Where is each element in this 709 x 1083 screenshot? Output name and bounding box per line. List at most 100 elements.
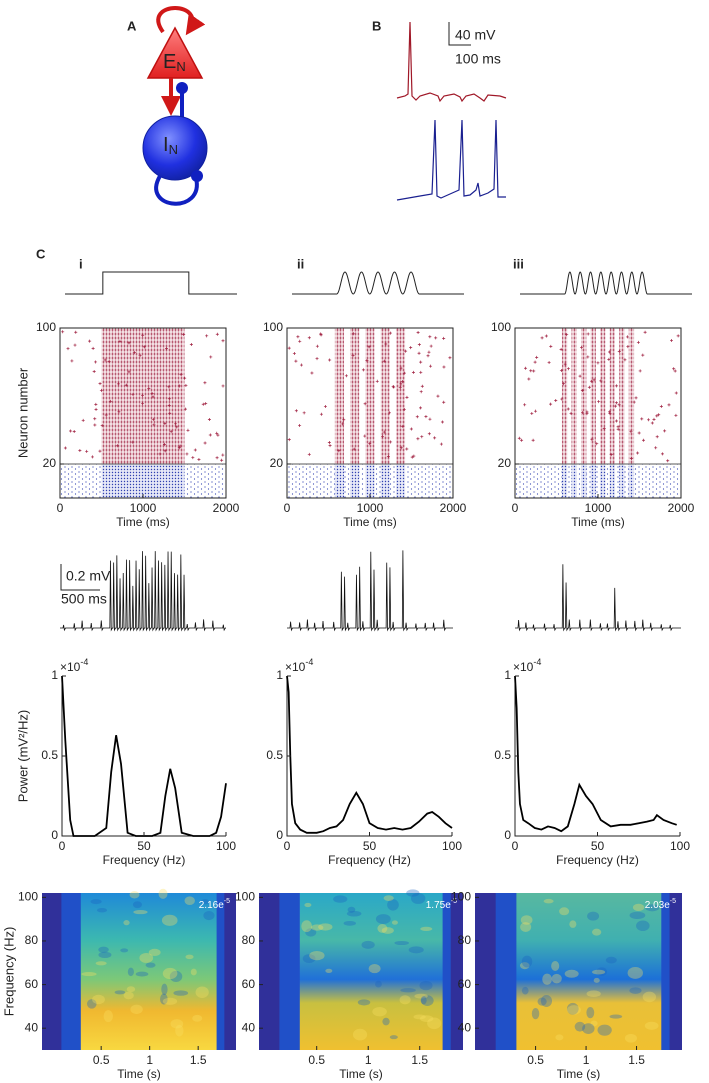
spectrogram-texture [574,1021,586,1032]
x-axis-label: Frequency (Hz) [328,853,411,867]
spectrogram-texture [375,914,391,924]
spectrogram-texture [564,969,579,978]
excitatory-spike [636,340,640,344]
max-power-mantissa: 2.03e [645,900,670,911]
excitatory-spike [647,418,651,422]
excitatory-spike [131,392,135,396]
excitatory-spike [419,390,423,394]
excitatory-spike [676,334,680,338]
excitatory-spike [623,358,627,362]
multiplier-base: ×10 [285,660,306,674]
y-tick-label: 0.5 [41,748,58,762]
x-tick-label: 0 [512,839,519,853]
excitatory-spike [581,411,585,415]
x-axis-label: Frequency (Hz) [103,853,186,867]
excitatory-spike [586,332,590,336]
excitatory-spike [608,410,611,414]
excitatory-spike [98,449,102,453]
excitatory-spike [549,344,553,348]
excitatory-spike [641,438,645,442]
excitatory-spike [613,404,617,408]
excitatory-spike [93,417,97,421]
excitatory-spike [216,433,220,437]
excitatory-spikes [619,328,625,464]
scale-label: 100 ms [455,51,501,67]
excitatory-spike [400,379,404,383]
lfp-trace [287,550,453,632]
excitatory-spike [402,371,406,375]
excitatory-spike [554,398,558,402]
spectrogram-texture [642,991,657,1003]
spectrogram-texture [645,904,660,912]
excitatory-spike [100,424,104,428]
excitatory-spike [420,384,424,388]
excitatory-spike [387,411,391,415]
excitatory-spike [657,413,661,417]
spectrogram-texture [133,910,148,915]
excitatory-spike [614,419,618,423]
excitatory-spike [70,359,74,363]
spectrogram-texture [203,911,215,921]
stimulus-waveform [292,271,464,295]
excitatory-spikes [334,328,345,464]
excitatory-spike [363,434,367,438]
spectrogram-texture [427,1017,442,1030]
excitatory-spike [384,342,388,346]
excitatory-spike [127,341,131,345]
excitatory-spike [534,409,538,413]
spectrogram-texture [629,911,646,920]
excitatory-spike [375,379,379,383]
spectrogram-texture [592,969,606,975]
excitatory-spike [415,415,419,419]
x-tick-label: 0 [284,501,291,515]
node-label: IN [163,134,178,157]
excitatory-spike [625,335,629,339]
excitatory-spike [197,457,201,461]
self-loop-excitatory [156,6,206,36]
excitatory-spike [292,351,296,355]
y-tick-label: 1 [504,668,511,682]
spectrogram-texture [368,964,381,974]
excitatory-spike [107,360,111,364]
spectrogram-texture [582,1023,595,1034]
spectrogram-texture [596,967,608,976]
excitatory-spike [151,395,155,399]
inhibitory-spikes [380,464,390,498]
excitatory-spike [602,427,606,431]
x-tick-label: 2000 [213,501,240,515]
y-tick-label: 0.5 [494,748,511,762]
spectrogram-texture [381,927,394,934]
excitatory-spike [99,388,103,392]
x-axis-label: Time (ms) [571,515,625,529]
excitatory-spike [659,404,663,408]
spectrogram-texture [173,990,189,996]
excitatory-spike [183,376,187,380]
node-label: EN [163,51,186,74]
excitatory-spike [169,430,173,434]
excitatory-spike [108,399,112,403]
excitatory-spikes [600,328,606,464]
spectrogram-texture [123,991,134,1000]
x-tick-label: 100 [442,839,462,853]
excitatory-spike [580,345,584,349]
spectrogram-texture [161,983,168,996]
spectrogram-texture [195,986,209,998]
excitatory-spike [386,454,390,458]
spectrogram-texture [309,950,325,961]
excitatory-spike [361,368,365,372]
inhibitory-spikes [590,464,596,498]
self-loop-inhibitory [154,174,199,206]
multiplier-base: ×10 [60,660,81,674]
excitatory-spike [565,333,569,337]
excitatory-spike [185,452,189,456]
excitatory-spike [91,346,95,350]
excitatory-spike [436,394,440,398]
spectrogram-texture [98,951,112,959]
excitatory-spike [152,423,156,427]
excitatory-spike [215,456,219,460]
excitatory-spike [90,455,94,459]
max-power-exponent: -5 [224,898,230,905]
spectrogram-texture [169,970,183,983]
inhibitory-spikes [334,464,345,498]
spectrogram-texture [361,940,375,949]
